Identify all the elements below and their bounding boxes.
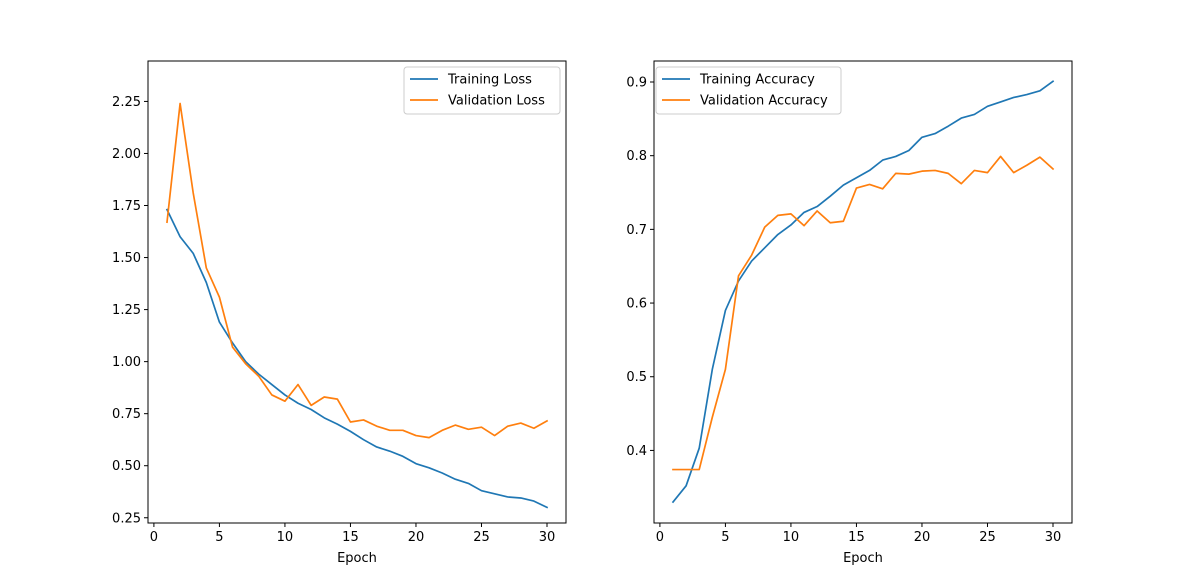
y-tick-label: 0.50: [112, 459, 141, 474]
y-tick-label: 1.75: [112, 199, 141, 214]
legend: Training Accuracy Validation Accuracy: [655, 66, 842, 115]
axes-frame: [147, 60, 567, 524]
series-line-2: [672, 155, 1055, 471]
series-lines: [671, 80, 1055, 504]
y-tick-label: 1.25: [112, 303, 141, 318]
x-axis-label: Epoch: [337, 551, 377, 566]
legend-label-2: Validation Accuracy: [700, 94, 828, 109]
x-tick-label: 10: [783, 530, 800, 545]
legend-label-2: Validation Loss: [448, 94, 545, 109]
legend-label-1: Training Loss: [447, 73, 532, 88]
x-axis-label: Epoch: [843, 551, 883, 566]
x-tick-label: 0: [656, 530, 664, 545]
axes-frame: [653, 60, 1073, 524]
legend: Training Loss Validation Loss: [403, 66, 561, 115]
y-tick-label: 1.00: [112, 355, 141, 370]
x-tick-label: 30: [539, 530, 556, 545]
y-tick-label: 0.5: [626, 370, 647, 385]
y-tick-label: 2.25: [112, 95, 141, 110]
y-tick-label: 0.7: [626, 223, 647, 238]
series-line-1: [671, 80, 1055, 504]
y-tick-label: 0.8: [626, 149, 647, 164]
x-tick-label: 25: [979, 530, 996, 545]
x-tick-label: 25: [473, 530, 490, 545]
y-tick-label: 1.50: [112, 251, 141, 266]
y-tick-label: 0.75: [112, 407, 141, 422]
y-tick-label: 0.9: [626, 76, 647, 91]
legend-box: [403, 66, 561, 115]
chart-panel-2: 0 5 10 15 20 25 30 0.4 0.5 0.6 0.7 0.8 0.9 Epoch Train…: [626, 60, 1073, 566]
legend-box: [655, 66, 842, 115]
x-tick-label: 0: [150, 530, 158, 545]
y-tick-label: 0.6: [626, 297, 647, 312]
y-tick-label: 2.00: [112, 147, 141, 162]
x-tick-label: 15: [342, 530, 359, 545]
x-tick-label: 5: [721, 530, 729, 545]
series-lines: [165, 102, 549, 509]
x-tick-label: 20: [914, 530, 931, 545]
x-tick-label: 5: [215, 530, 223, 545]
y-tick-label: 0.25: [112, 511, 141, 526]
series-line-1: [165, 208, 549, 509]
y-tick-label: 0.4: [626, 444, 647, 459]
series-line-2: [166, 102, 549, 439]
x-tick-label: 30: [1045, 530, 1062, 545]
x-tick-label: 20: [408, 530, 425, 545]
legend-label-1: Training Accuracy: [699, 73, 815, 88]
x-tick-label: 15: [848, 530, 865, 545]
x-tick-label: 10: [277, 530, 294, 545]
chart-panel-1: 0 5 10 15 20 25 30 0.25 0.50 0.75 1.00 1.25 1.50 1.75…: [112, 60, 567, 566]
